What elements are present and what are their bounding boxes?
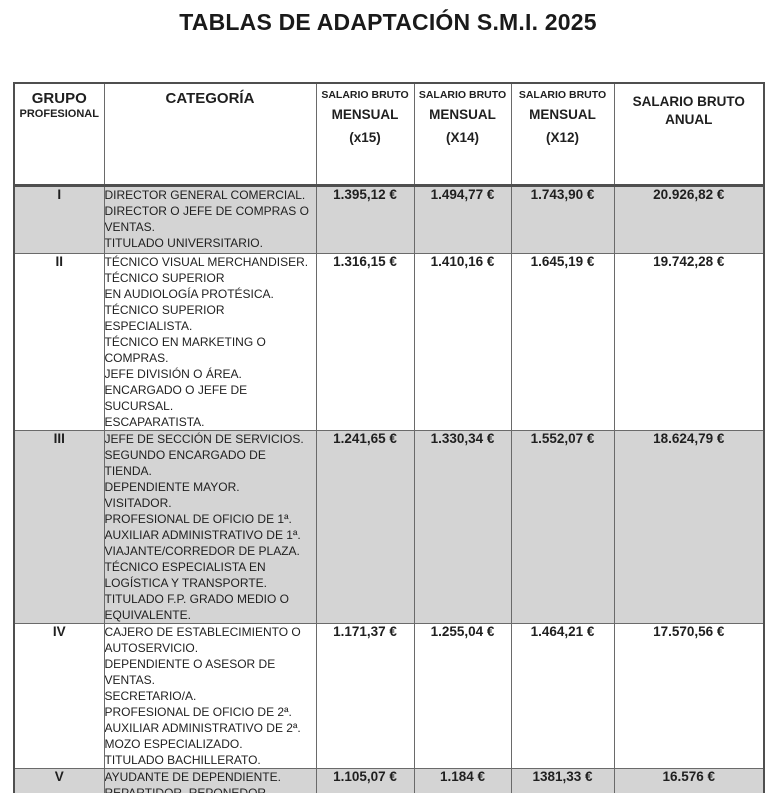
header-anual-line2: ANUAL	[665, 112, 713, 127]
header-x15-line2: MENSUAL	[331, 107, 399, 122]
group-cell: IV	[13, 622, 105, 769]
header-cell-categoria: CATEGORÍA	[103, 82, 317, 187]
salary-x14-cell: 1.410,16 €	[413, 252, 512, 431]
header-x15-line3: (x15)	[349, 130, 381, 145]
header-cell-salario-mensual-x14: SALARIO BRUTO MENSUAL (X14)	[413, 82, 512, 187]
salary-x12-cell: 1.743,90 €	[510, 184, 615, 254]
table-row-grupo-i: I DIRECTOR GENERAL COMERCIAL. DIRECTOR O…	[13, 184, 765, 254]
salary-x14-cell: 1.255,04 €	[413, 622, 512, 769]
salary-x12-cell: 1.464,21 €	[510, 622, 615, 769]
header-x15-line1: SALARIO BRUTO	[321, 89, 409, 101]
category-cell: AYUDANTE DE DEPENDIENTE. REPARTIDOR, REP…	[103, 767, 317, 793]
header-categoria-label: CATEGORÍA	[165, 90, 255, 107]
group-cell: I	[13, 184, 105, 254]
salary-x12-cell: 1.645,19 €	[510, 252, 615, 431]
header-cell-salario-mensual-x15: SALARIO BRUTO MENSUAL (x15)	[315, 82, 415, 187]
salary-x15-cell: 1.316,15 €	[315, 252, 415, 431]
salary-anual-cell: 20.926,82 €	[613, 184, 765, 254]
header-anual-line1: SALARIO BRUTO	[632, 94, 745, 109]
salary-anual-cell: 17.570,56 €	[613, 622, 765, 769]
header-row: GRUPO PROFESIONAL CATEGORÍA SALARIO BRUT…	[13, 82, 765, 187]
header-x12-line1: SALARIO BRUTO	[518, 89, 607, 101]
salary-x12-cell: 1.552,07 €	[510, 429, 615, 624]
table-row-grupo-iv: IV CAJERO DE ESTABLECIMIENTO O AUTOSERVI…	[13, 622, 765, 769]
table-row-grupo-v: V AYUDANTE DE DEPENDIENTE. REPARTIDOR, R…	[13, 767, 765, 793]
salary-x15-cell: 1.241,65 €	[315, 429, 415, 624]
salary-x15-cell: 1.395,12 €	[315, 184, 415, 254]
header-x14-line2: MENSUAL	[429, 107, 496, 122]
salary-x14-cell: 1.330,34 €	[413, 429, 512, 624]
salary-x15-cell: 1.105,07 €	[315, 767, 415, 793]
salary-anual-cell: 19.742,28 €	[613, 252, 765, 431]
header-grupo-line2: PROFESIONAL	[19, 108, 99, 120]
group-cell: V	[13, 767, 105, 793]
header-x14-line3: (X14)	[445, 130, 479, 145]
category-cell: JEFE DE SECCIÓN DE SERVICIOS. SEGUNDO EN…	[103, 429, 317, 624]
salary-x14-cell: 1.184 €	[413, 767, 512, 793]
header-grupo-line1: GRUPO	[31, 90, 87, 107]
group-cell: III	[13, 429, 105, 624]
table-row-grupo-ii: II TÉCNICO VISUAL MERCHANDISER. TÉCNICO …	[13, 252, 765, 431]
header-cell-salario-mensual-x12: SALARIO BRUTO MENSUAL (X12)	[510, 82, 615, 187]
header-x12-line3: (X12)	[545, 130, 579, 145]
group-cell: II	[13, 252, 105, 431]
header-x12-line2: MENSUAL	[529, 107, 596, 122]
salary-x12-cell: 1381,33 €	[510, 767, 615, 793]
salary-x14-cell: 1.494,77 €	[413, 184, 512, 254]
table-header: GRUPO PROFESIONAL CATEGORÍA SALARIO BRUT…	[13, 82, 765, 187]
salary-adaptation-table: GRUPO PROFESIONAL CATEGORÍA SALARIO BRUT…	[13, 82, 765, 793]
table-body: I DIRECTOR GENERAL COMERCIAL. DIRECTOR O…	[13, 184, 765, 793]
header-x14-line1: SALARIO BRUTO	[418, 89, 507, 101]
salary-anual-cell: 16.576 €	[613, 767, 765, 793]
category-cell: DIRECTOR GENERAL COMERCIAL. DIRECTOR O J…	[103, 184, 317, 254]
header-cell-grupo-profesional: GRUPO PROFESIONAL	[13, 82, 105, 187]
salary-anual-cell: 18.624,79 €	[613, 429, 765, 624]
page-title: TABLAS DE ADAPTACIÓN S.M.I. 2025	[179, 9, 597, 35]
table-row-grupo-iii: III JEFE DE SECCIÓN DE SERVICIOS. SEGUND…	[13, 429, 765, 624]
header-cell-salario-anual: SALARIO BRUTO ANUAL	[613, 82, 765, 187]
category-cell: CAJERO DE ESTABLECIMIENTO O AUTOSERVICIO…	[103, 622, 317, 769]
category-cell: TÉCNICO VISUAL MERCHANDISER. TÉCNICO SUP…	[103, 252, 317, 431]
salary-x15-cell: 1.171,37 €	[315, 622, 415, 769]
